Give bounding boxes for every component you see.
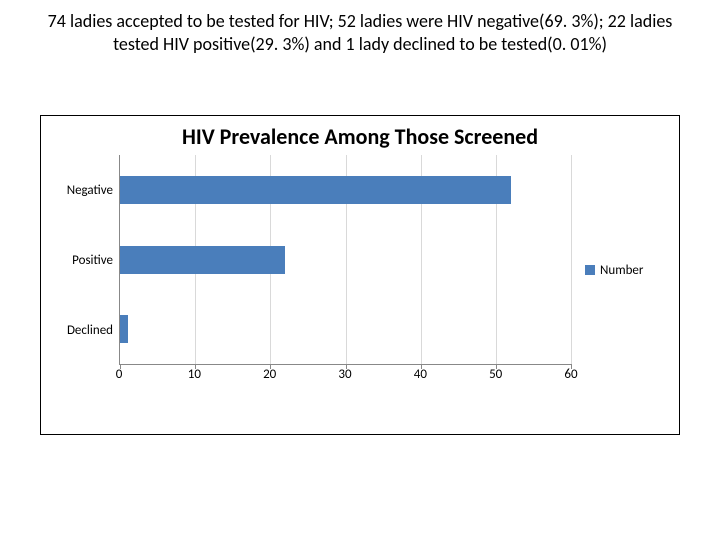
plot-row: Negative Positive Declined: [49, 155, 571, 365]
x-tick-label: 30: [338, 367, 351, 382]
x-tick-label: 20: [263, 367, 276, 382]
bar-track: [120, 176, 571, 204]
plot-column: Negative Positive Declined 0102030405060: [49, 155, 571, 385]
y-category-label: Negative: [49, 155, 119, 225]
legend-swatch: [585, 265, 595, 275]
chart-body: Negative Positive Declined 0 10 20 30 40 50 60…: [49, 155, 671, 385]
slide-caption: 74 ladies accepted to be tested for HIV;…: [30, 10, 690, 55]
bar: [120, 246, 285, 274]
bar: [120, 315, 128, 343]
x-axis: 0102030405060: [119, 365, 571, 385]
x-axis-spacer: [49, 365, 119, 385]
plot-area: [119, 155, 571, 365]
bar-track: [120, 315, 571, 343]
chart-container: HIV Prevalence Among Those Screened Nega…: [40, 115, 680, 435]
chart-title: HIV Prevalence Among Those Screened: [49, 124, 671, 149]
legend: Number: [571, 155, 671, 385]
y-categories: Negative Positive Declined: [49, 155, 119, 365]
bar-track: [120, 246, 571, 274]
slide: 74 ladies accepted to be tested for HIV;…: [0, 0, 720, 540]
x-axis-row: 0102030405060: [49, 365, 571, 385]
y-category-label: Positive: [49, 225, 119, 295]
x-tick-label: 60: [564, 367, 577, 382]
y-category-label: Declined: [49, 295, 119, 365]
x-tick-label: 10: [188, 367, 201, 382]
x-tick-label: 50: [489, 367, 502, 382]
bar: [120, 176, 511, 204]
x-tick-label: 40: [414, 367, 427, 382]
x-tick-label: 0: [116, 367, 123, 382]
gridline: [571, 155, 572, 364]
legend-item: Number: [585, 263, 643, 278]
legend-label: Number: [600, 263, 643, 278]
